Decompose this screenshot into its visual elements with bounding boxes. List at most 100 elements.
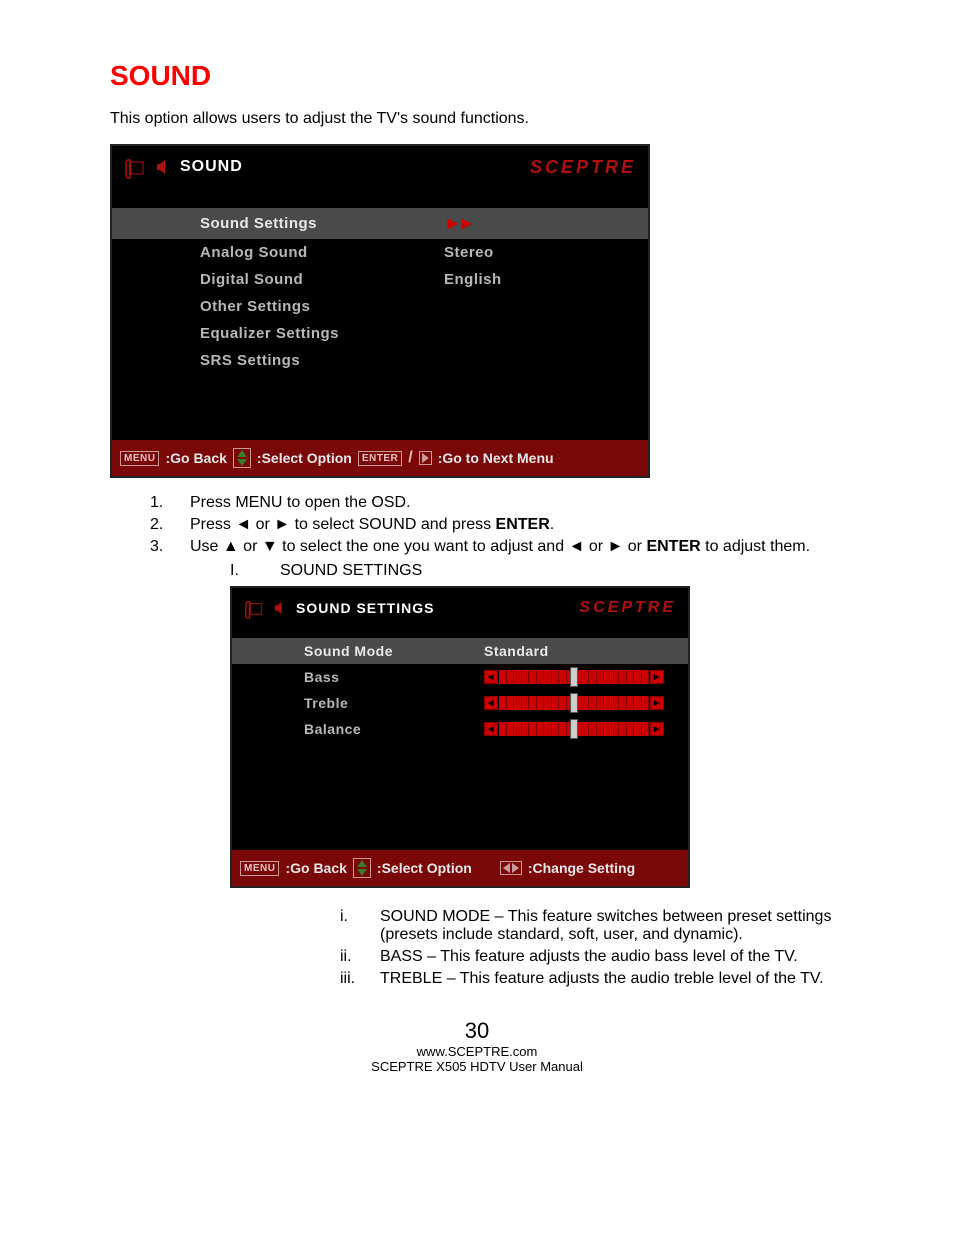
description-text: BASS – This feature adjusts the audio ba… [380,948,844,966]
osd-sound-screenshot: SOUND SCEPTRE Sound Settings►►Analog Sou… [110,144,650,478]
menu-row-value: Stereo [444,244,634,261]
menu-row-value: ►► [444,213,634,234]
instruction-number: 1. [150,494,190,512]
sub-text: SOUND SETTINGS [280,562,422,580]
slider-thumb[interactable] [570,667,578,687]
page-title: SOUND [110,60,844,92]
up-down-icon [353,858,371,878]
go-back-label: :Go Back [165,450,226,466]
menu-row[interactable]: SRS Settings [112,347,648,374]
osd-header: SOUND SETTINGS SCEPTRE [232,588,688,630]
speaker-icon [156,159,170,175]
description-text: TREBLE – This feature adjusts the audio … [380,970,844,988]
select-option-label: :Select Option [257,450,352,466]
slider-thumb[interactable] [570,719,578,739]
slider-right-button[interactable]: ► [650,722,664,736]
menu-row-label: Treble [304,695,484,711]
slider[interactable]: ◄► [484,669,664,685]
instructions-list: 1.Press MENU to open the OSD.2.Press ◄ o… [150,494,844,556]
slider-right-button[interactable]: ► [650,670,664,684]
instruction-item: 2.Press ◄ or ► to select SOUND and press… [150,516,844,534]
menu-row-value: English [444,271,634,288]
instruction-number: 2. [150,516,190,534]
menu-row-label: SRS Settings [200,352,444,369]
intro-text: This option allows users to adjust the T… [110,110,844,128]
instructions-sub: I. SOUND SETTINGS [230,562,844,580]
menu-row-label: Balance [304,721,484,737]
menu-row[interactable]: Other Settings [112,293,648,320]
slider-thumb[interactable] [570,693,578,713]
instruction-number: 3. [150,538,190,556]
up-down-icon [233,448,251,468]
description-number: i. [340,908,380,944]
brand-logo: SCEPTRE [530,157,636,178]
osd-menu-body: Sound Settings►►Analog SoundStereoDigita… [112,200,648,440]
osd-menu-body: Sound ModeStandardBass◄►Treble◄►Balance◄… [232,630,688,850]
slider-left-button[interactable]: ◄ [484,722,498,736]
menu-row[interactable]: Bass◄► [232,664,688,690]
slider-track[interactable] [499,696,649,710]
menu-row[interactable]: Balance◄► [232,716,688,742]
slider-right-button[interactable]: ► [650,696,664,710]
description-item: i.SOUND MODE – This feature switches bet… [340,908,844,944]
descriptions-list: i.SOUND MODE – This feature switches bet… [340,908,844,988]
instruction-text: Press MENU to open the OSD. [190,494,844,512]
tv-icon [124,154,146,180]
left-right-arrows-icon [500,861,522,875]
slider-left-button[interactable]: ◄ [484,696,498,710]
go-back-label: :Go Back [285,860,346,876]
menu-row[interactable]: Analog SoundStereo [112,239,648,266]
right-arrow-icon [419,451,432,465]
description-number: iii. [340,970,380,988]
osd-footer-bar: MENU :Go Back :Select Option :Change Set… [232,850,688,886]
osd-header: SOUND SCEPTRE [112,146,648,200]
footer-manual: SCEPTRE X505 HDTV User Manual [110,1059,844,1074]
description-text: SOUND MODE – This feature switches betwe… [380,908,844,944]
menu-row-value: Standard [484,643,674,659]
menu-row[interactable]: Sound Settings►► [112,208,648,239]
menu-row-label: Sound Mode [304,643,484,659]
go-next-label: :Go to Next Menu [438,450,554,466]
footer-url: www.SCEPTRE.com [110,1044,844,1059]
page-number: 30 [110,1018,844,1044]
select-option-label: :Select Option [377,860,472,876]
menu-row-value: ◄► [484,669,674,685]
menu-row[interactable]: Equalizer Settings [112,320,648,347]
menu-row[interactable]: Treble◄► [232,690,688,716]
menu-row-label: Bass [304,669,484,685]
menu-row[interactable]: Digital SoundEnglish [112,266,648,293]
forward-arrows-icon: ►► [444,213,472,233]
description-item: ii.BASS – This feature adjusts the audio… [340,948,844,966]
enter-badge: ENTER [358,451,402,466]
menu-row-value: ◄► [484,721,674,737]
instruction-text: Use ▲ or ▼ to select the one you want to… [190,538,844,556]
menu-row-label: Analog Sound [200,244,444,261]
instruction-item: 1.Press MENU to open the OSD. [150,494,844,512]
speaker-icon [274,601,286,615]
osd-sound-settings-screenshot: SOUND SETTINGS SCEPTRE Sound ModeStandar… [230,586,690,888]
instruction-text: Press ◄ or ► to select SOUND and press E… [190,516,844,534]
slider-track[interactable] [499,670,649,684]
description-item: iii.TREBLE – This feature adjusts the au… [340,970,844,988]
osd-footer-bar: MENU :Go Back :Select Option ENTER / :Go… [112,440,648,476]
instruction-item: 3.Use ▲ or ▼ to select the one you want … [150,538,844,556]
slider-left-button[interactable]: ◄ [484,670,498,684]
description-number: ii. [340,948,380,966]
menu-row-label: Sound Settings [200,215,444,232]
menu-row-value: ◄► [484,695,674,711]
menu-badge: MENU [120,451,159,466]
menu-row-label: Other Settings [200,298,444,315]
osd-title: SOUND [180,158,243,176]
menu-row-label: Equalizer Settings [200,325,444,342]
menu-row[interactable]: Sound ModeStandard [232,638,688,664]
tv-icon [244,596,264,620]
slider-track[interactable] [499,722,649,736]
roman-number: I. [230,562,280,580]
brand-logo: SCEPTRE [579,599,676,617]
slash-icon: / [408,449,412,467]
menu-badge: MENU [240,861,279,876]
slider[interactable]: ◄► [484,695,664,711]
menu-row-label: Digital Sound [200,271,444,288]
slider[interactable]: ◄► [484,721,664,737]
osd-title: SOUND SETTINGS [296,600,434,616]
